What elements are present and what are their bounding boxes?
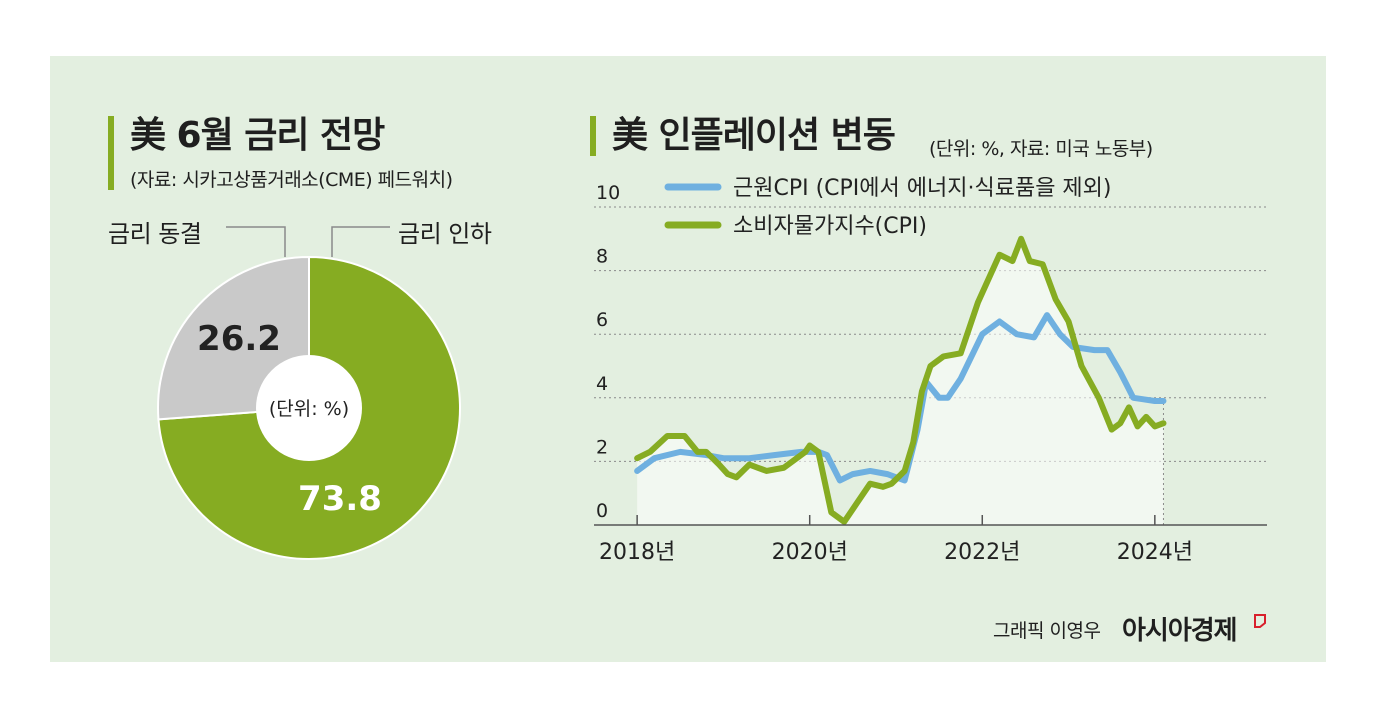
freeze-leader-line [226, 226, 286, 257]
chart-legend: 근원CPI (CPI에서 에너지·식료품을 제외) 소비자물가지수(CPI) [664, 176, 1112, 239]
x-tick-label: 2018년 [599, 540, 675, 565]
y-tick-label: 6 [596, 309, 608, 331]
cpi-line [634, 235, 1167, 525]
y-tick-label: 0 [596, 500, 608, 522]
cut-leader-line [331, 226, 390, 257]
y-tick-label: 10 [596, 182, 620, 204]
right-chart-title: 美 인플레이션 변동 [612, 115, 896, 156]
donut-hole [256, 355, 362, 461]
legend-label-core-cpi: 근원CPI (CPI에서 에너지·식료품을 제외) [733, 176, 1112, 201]
donut-value-freeze: 26.2 [197, 319, 281, 359]
y-tick-label: 2 [596, 436, 608, 458]
legend-label-cut: 금리 인하 [398, 220, 492, 248]
x-tick-label: 2024년 [1117, 540, 1193, 565]
left-chart-source: (자료: 시카고상품거래소(CME) 페드워치) [130, 169, 453, 191]
publisher-logo-mark [1254, 614, 1266, 628]
x-tick-label: 2022년 [944, 540, 1020, 565]
legend-label-freeze: 금리 동결 [108, 220, 202, 248]
y-tick-label: 4 [596, 373, 608, 395]
cpi-area-fill [637, 238, 1164, 526]
donut-center-unit: (단위: %) [269, 398, 349, 420]
left-chart-title: 美 6월 금리 전망 [130, 115, 385, 156]
y-tick-label: 8 [596, 246, 608, 268]
graphic-credit: 그래픽 이영우 [993, 620, 1101, 642]
publisher-logo: 아시아경제 [1122, 616, 1238, 646]
title-accent-bar [108, 116, 114, 190]
donut-value-cut: 73.8 [298, 479, 382, 519]
right-chart-subtitle: (단위: %, 자료: 미국 노동부) [929, 138, 1153, 160]
x-tick-label: 2020년 [772, 540, 848, 565]
title-accent-bar-right [590, 116, 596, 156]
legend-label-cpi: 소비자물가지수(CPI) [733, 214, 927, 239]
